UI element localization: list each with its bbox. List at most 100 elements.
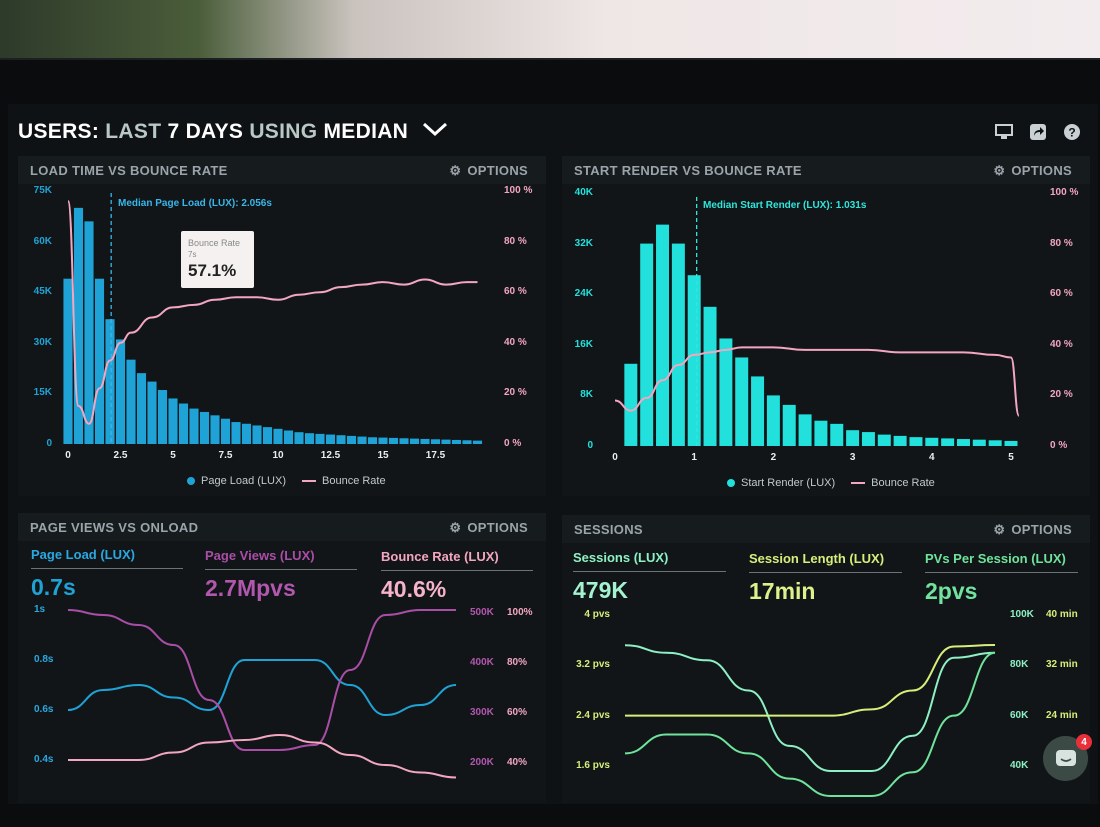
- sessions-y-tick: 4 pvs: [584, 609, 610, 620]
- page-load-bar: [178, 403, 189, 444]
- page-load-bar: [241, 423, 252, 444]
- start-render-bar: [925, 437, 939, 446]
- page-load-bar: [157, 390, 168, 444]
- tooltip-value: 57.1%: [188, 261, 237, 280]
- start-render-y2-tick: 20 %: [1050, 389, 1073, 401]
- chevron-down-icon[interactable]: [422, 118, 448, 142]
- metric-page-load-value: 0.7s: [31, 574, 76, 600]
- options-button[interactable]: ⚙ OPTIONS: [993, 522, 1072, 538]
- page-load-bar: [199, 411, 210, 444]
- panel-header: LOAD TIME VS BOUNCE RATE ⚙ OPTIONS: [18, 156, 546, 184]
- page-load-bar: [63, 278, 73, 444]
- page-load-bar: [189, 408, 199, 444]
- page-load-bar: [325, 434, 336, 444]
- page-title[interactable]: USERS: LAST 7 DAYS USING MEDIAN: [18, 118, 448, 144]
- start-render-bar: [814, 420, 828, 446]
- page-load-bar: [357, 436, 367, 444]
- legend-swatch-page-load: [187, 477, 195, 485]
- chat-unread-badge: 4: [1076, 734, 1092, 750]
- legend-bounce-rate[interactable]: Bounce Rate: [871, 477, 935, 489]
- page-load-bar: [304, 433, 315, 444]
- page-load-bar: [94, 278, 105, 444]
- load-time-y2-tick: 100 %: [504, 185, 533, 196]
- page-load-bar: [220, 418, 231, 444]
- start-render-y2-tick: 100 %: [1050, 187, 1079, 198]
- start-render-x-tick: 2: [770, 452, 777, 463]
- page-load-line: [67, 659, 457, 717]
- load-time-x-tick: 10: [272, 450, 284, 461]
- start-render-bar: [703, 306, 717, 446]
- legend-bounce-rate[interactable]: Bounce Rate: [322, 475, 386, 487]
- title-last: LAST: [105, 120, 162, 143]
- options-button[interactable]: ⚙ OPTIONS: [449, 520, 528, 536]
- start-render-y-tick: 0: [587, 440, 593, 451]
- start-render-bar: [656, 224, 670, 446]
- page-load-bar: [252, 425, 262, 444]
- gear-icon: ⚙: [993, 522, 1006, 537]
- page-views-y-tick: 0.4s: [34, 754, 54, 765]
- sessions-y3-tick: 24 min: [1046, 709, 1078, 721]
- page-views-y3-tick: 100%: [507, 607, 533, 618]
- title-days: 7 DAYS: [167, 120, 244, 143]
- start-render-bar: [830, 423, 844, 446]
- page-views-y3-tick: 60%: [507, 707, 528, 718]
- load-time-x-tick: 0: [65, 450, 71, 461]
- sessions-y-tick: 3.2 pvs: [576, 659, 610, 671]
- start-render-x-tick: 1: [691, 452, 697, 463]
- median-page-load-label: Median Page Load (LUX): 2.056s: [118, 198, 272, 209]
- title-users: USERS:: [18, 120, 100, 143]
- share-icon[interactable]: [1028, 122, 1048, 142]
- legend-swatch-bounce: [302, 480, 316, 482]
- help-icon[interactable]: ?: [1062, 122, 1082, 142]
- legend-page-load[interactable]: Page Load (LUX): [201, 475, 286, 487]
- start-render-y-tick: 8K: [580, 389, 593, 401]
- page-load-bar: [147, 381, 157, 444]
- options-button[interactable]: ⚙ OPTIONS: [993, 163, 1072, 179]
- page-load-bar: [430, 439, 441, 444]
- panel-header: PAGE VIEWS VS ONLOAD ⚙ OPTIONS: [18, 513, 546, 541]
- sessions-y2-tick: 40K: [1010, 760, 1029, 771]
- page-load-bar: [399, 438, 409, 444]
- metric-page-load-label: Page Load (LUX): [31, 547, 136, 562]
- metric-divider: [573, 571, 726, 572]
- start-render-x-tick: 0: [612, 452, 618, 463]
- page-views-y3-tick: 40%: [507, 757, 528, 768]
- chat-icon: [1055, 749, 1076, 766]
- metric-page-views-label: Page Views (LUX): [205, 548, 315, 563]
- monitor-icon[interactable]: [994, 122, 1014, 142]
- page-views-y3-tick: 80%: [507, 657, 528, 668]
- load-time-y2-tick: 20 %: [504, 387, 527, 399]
- start-render-y-tick: 40K: [574, 187, 593, 198]
- legend-start-render[interactable]: Start Render (LUX): [741, 477, 836, 489]
- page-views-line: [67, 609, 456, 751]
- page-load-bar: [231, 422, 241, 444]
- page-load-bar: [367, 437, 378, 444]
- page-load-bar: [441, 439, 451, 444]
- pvs-per-session-line: [624, 651, 996, 797]
- start-render-bar: [941, 438, 955, 446]
- page-load-bar: [210, 415, 220, 444]
- page-load-bar: [388, 437, 399, 444]
- metric-bounce-rate-value: 40.6%: [381, 576, 447, 602]
- start-render-bar: [1004, 440, 1018, 446]
- page-load-bar: [73, 207, 84, 444]
- options-button[interactable]: ⚙ OPTIONS: [449, 163, 528, 179]
- page-load-bar: [378, 437, 388, 444]
- load-time-y2-tick: 0 %: [504, 438, 522, 449]
- sessions-y2-tick: 80K: [1010, 659, 1029, 671]
- page-load-bar: [409, 438, 420, 444]
- panel-title: LOAD TIME VS BOUNCE RATE: [30, 163, 228, 178]
- session-length-line: [624, 644, 996, 717]
- page-load-bar: [168, 398, 178, 444]
- bounce-rate-line: [614, 346, 1020, 417]
- page-load-bar: [273, 428, 283, 444]
- start-render-bar: [909, 437, 923, 446]
- start-render-y2-tick: 60 %: [1050, 288, 1073, 300]
- page-load-bar: [262, 427, 273, 444]
- tooltip-label: Bounce Rate: [188, 238, 241, 248]
- bounce-rate-line: [67, 733, 457, 779]
- load-time-x-tick: 17.5: [425, 450, 446, 461]
